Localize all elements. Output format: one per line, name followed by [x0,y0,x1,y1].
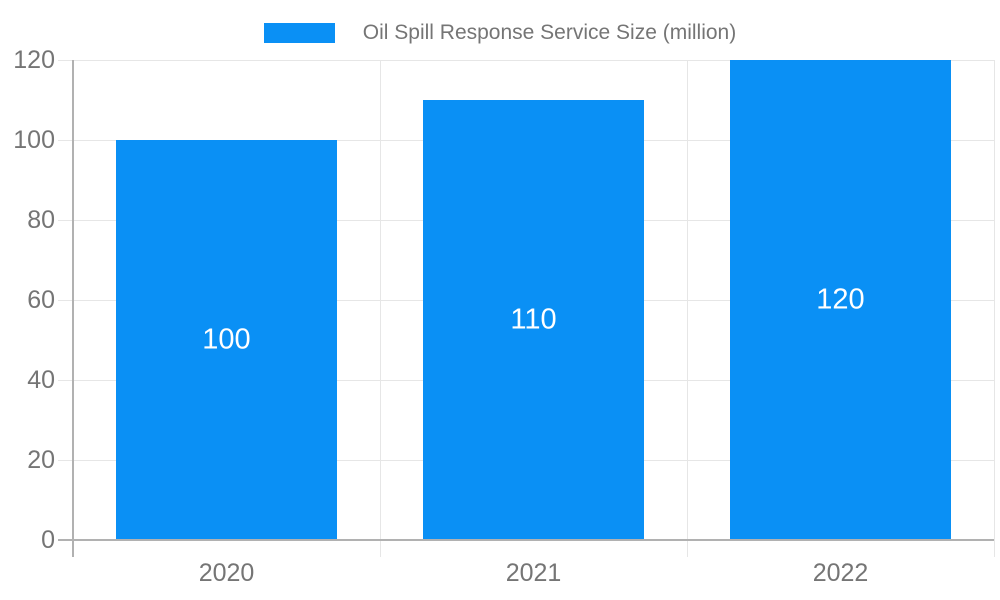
bar-2020[interactable]: 100 [116,140,337,540]
y-axis-tick-20 [58,460,73,461]
bar-value-label: 100 [202,323,251,356]
y-axis-label: 120 [13,46,55,74]
bar-2021[interactable]: 110 [423,100,644,540]
y-axis-label: 60 [27,286,55,314]
y-axis-tick-60 [58,300,73,301]
y-axis-label: 0 [41,526,55,554]
x-axis-label-2021: 2021 [505,559,562,587]
x-axis-label-2022: 2022 [812,559,869,587]
y-axis-label: 40 [27,366,55,394]
category-separator [380,60,381,557]
legend-swatch-icon [263,23,335,43]
y-axis-label: 80 [27,206,55,234]
y-axis-tick-120 [58,60,73,61]
gridline-y-120 [73,60,994,61]
legend-label: Oil Spill Response Service Size (million… [362,21,737,44]
y-axis-tick-40 [58,380,73,381]
category-separator [687,60,688,557]
bar-2022[interactable]: 120 [730,60,951,540]
y-axis-tick-80 [58,220,73,221]
y-axis-label: 100 [13,126,55,154]
legend[interactable]: Oil Spill Response Service Size (million… [0,21,1000,44]
y-axis-label: 20 [27,446,55,474]
y-axis-tick-100 [58,140,73,141]
bar-value-label: 110 [510,303,557,336]
x-axis-line [58,539,994,541]
x-axis-label-2020: 2020 [198,559,255,587]
category-separator [994,60,995,557]
bar-value-label: 120 [816,283,865,316]
y-axis-line [72,60,74,557]
